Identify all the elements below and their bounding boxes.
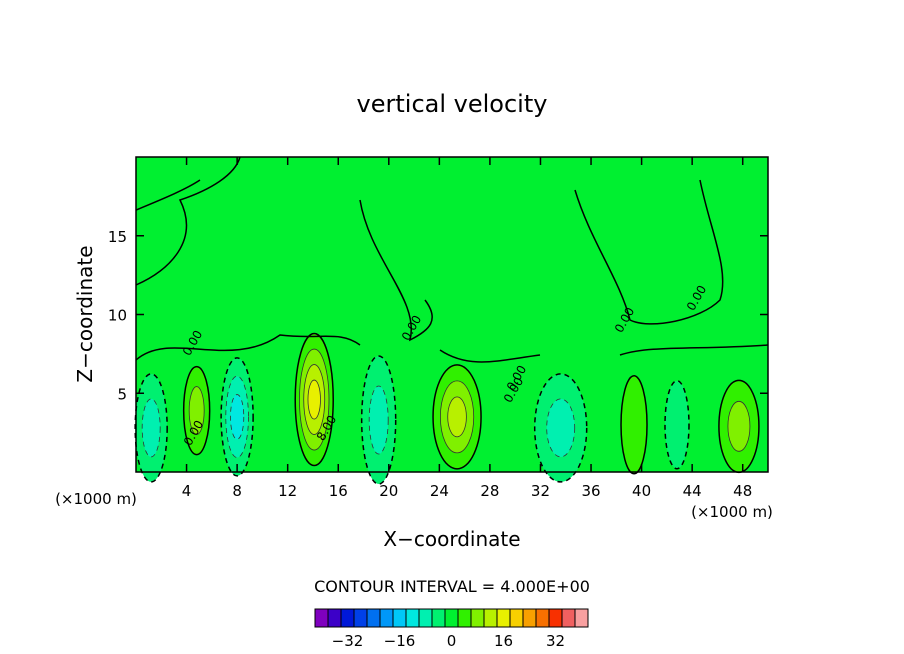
x-tick-label: 24 — [430, 482, 449, 500]
colorbar-swatch — [327, 608, 342, 628]
y-tick-label: 15 — [108, 228, 127, 246]
y-tick-label: 5 — [117, 385, 127, 403]
x-unit-left: (×1000 m) — [55, 490, 137, 508]
contour-line — [135, 156, 241, 286]
colorbar-swatch — [561, 608, 576, 628]
colorbar-swatch — [379, 608, 394, 628]
colorbar-swatch — [405, 608, 420, 628]
colorbar-label: 32 — [546, 632, 565, 650]
colorbar-label: 0 — [447, 632, 457, 650]
x-tick-label: 16 — [329, 482, 348, 500]
x-tick-label: 20 — [379, 482, 398, 500]
contour-lines — [135, 156, 769, 363]
colorbar-swatch — [509, 608, 524, 628]
colorbar-swatch — [574, 608, 589, 628]
contour-line — [135, 179, 201, 211]
colorbar-swatch — [470, 608, 485, 628]
colorbar-swatch — [366, 608, 381, 628]
x-axis-ticks: 4 8 12 16 20 24 28 32 36 40 44 48 — [182, 157, 752, 500]
colorbar-label: −32 — [332, 632, 364, 650]
x-tick-label: 28 — [480, 482, 499, 500]
value-cell-band — [620, 375, 648, 475]
colorbar-swatch — [496, 608, 511, 628]
contour-line — [619, 344, 769, 356]
value-cell-band — [546, 398, 576, 458]
x-tick-label: 36 — [581, 482, 600, 500]
plot-area: 0.00 8.000.000.000.000.000.000.00 — [134, 156, 769, 485]
x-tick-label: 44 — [683, 482, 702, 500]
contour-line — [359, 199, 433, 342]
colorbar-label: −16 — [384, 632, 416, 650]
value-cell-band — [307, 379, 321, 420]
contour-line — [574, 179, 724, 325]
colorbar-swatch — [522, 608, 537, 628]
contour-line — [135, 334, 361, 361]
colorbar-swatch — [418, 608, 433, 628]
value-cell-band — [368, 385, 389, 455]
x-tick-label: 32 — [531, 482, 550, 500]
value-cells — [134, 332, 760, 485]
colorbar-swatch — [431, 608, 446, 628]
colorbar-label: 16 — [494, 632, 513, 650]
x-unit-right: (×1000 m) — [691, 503, 773, 521]
colorbar — [314, 608, 589, 628]
contour-interval-text: CONTOUR INTERVAL = 4.000E+00 — [314, 577, 590, 596]
colorbar-swatch — [535, 608, 550, 628]
x-axis-label: X−coordinate — [383, 527, 520, 551]
x-tick-label: 40 — [632, 482, 651, 500]
colorbar-labels: −32 −16 0 16 32 — [332, 632, 565, 650]
chart-title: vertical velocity — [357, 90, 548, 118]
value-cell-band — [664, 380, 690, 470]
x-tick-label: 48 — [733, 482, 752, 500]
colorbar-swatch — [314, 608, 329, 628]
colorbar-swatch — [457, 608, 472, 628]
contour-line — [439, 349, 541, 363]
colorbar-swatch — [340, 608, 355, 628]
colorbar-swatch — [483, 608, 498, 628]
y-axis-label: Z−coordinate — [73, 245, 97, 382]
y-tick-label: 10 — [108, 307, 127, 325]
colorbar-swatch — [353, 608, 368, 628]
value-cell-band — [141, 398, 161, 458]
value-cell-band — [447, 396, 467, 438]
value-cell-band — [727, 400, 751, 452]
colorbar-swatch — [444, 608, 459, 628]
x-tick-label: 8 — [232, 482, 242, 500]
value-cell-band — [230, 394, 245, 440]
value-cell-band — [188, 386, 205, 435]
x-tick-label: 12 — [278, 482, 297, 500]
x-tick-label: 4 — [182, 482, 192, 500]
y-axis-ticks: 5 10 15 — [108, 228, 768, 403]
colorbar-swatch — [392, 608, 407, 628]
colorbar-swatch — [548, 608, 563, 628]
